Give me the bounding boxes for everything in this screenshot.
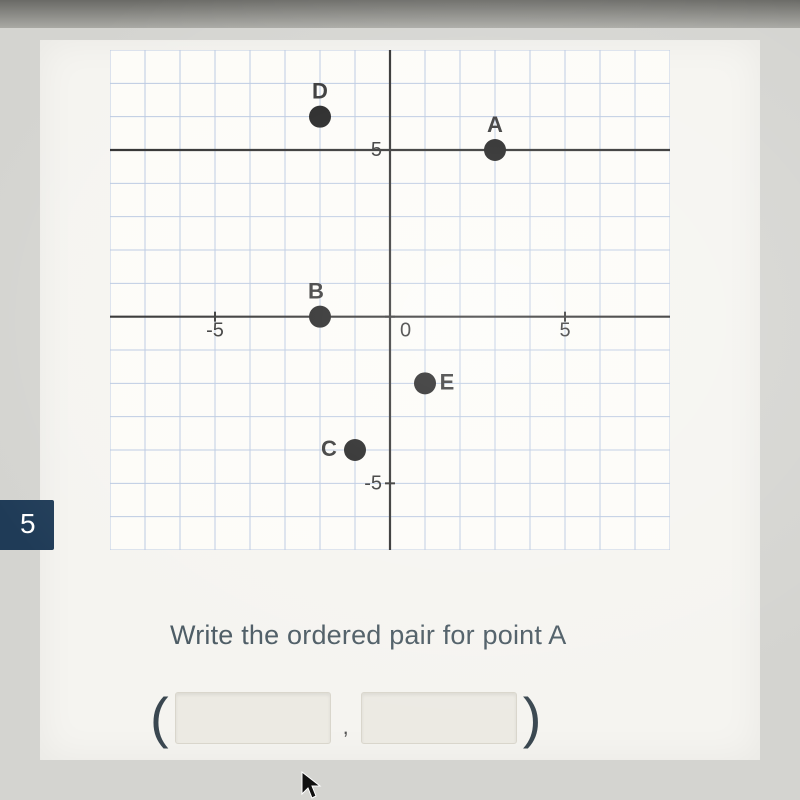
svg-text:A: A [487, 112, 503, 137]
pair-comma: , [337, 714, 355, 746]
svg-text:5: 5 [371, 139, 382, 161]
svg-text:C: C [321, 436, 337, 461]
coordinate-grid-chart: 5 -5 5 -5 0 A B C D E [110, 50, 670, 550]
svg-text:E: E [440, 369, 455, 394]
svg-text:-5: -5 [206, 320, 224, 342]
window-top-bevel [0, 0, 800, 28]
content-panel: 5 -5 5 -5 0 A B C D E Write the ordered pair for … [40, 40, 760, 760]
x-coordinate-input[interactable] [175, 692, 331, 744]
svg-text:5: 5 [559, 320, 570, 342]
question-number-badge: 5 [0, 500, 54, 550]
close-paren: ) [523, 690, 542, 746]
svg-text:-5: -5 [364, 472, 382, 494]
y-coordinate-input[interactable] [361, 692, 517, 744]
svg-text:D: D [312, 79, 328, 104]
svg-text:0: 0 [400, 320, 411, 342]
open-paren: ( [150, 690, 169, 746]
question-prompt: Write the ordered pair for point A [170, 620, 567, 651]
answer-input-row: ( , ) [150, 690, 541, 746]
chart-svg: 5 -5 5 -5 0 A B C D E [110, 50, 670, 550]
svg-text:B: B [308, 279, 324, 304]
